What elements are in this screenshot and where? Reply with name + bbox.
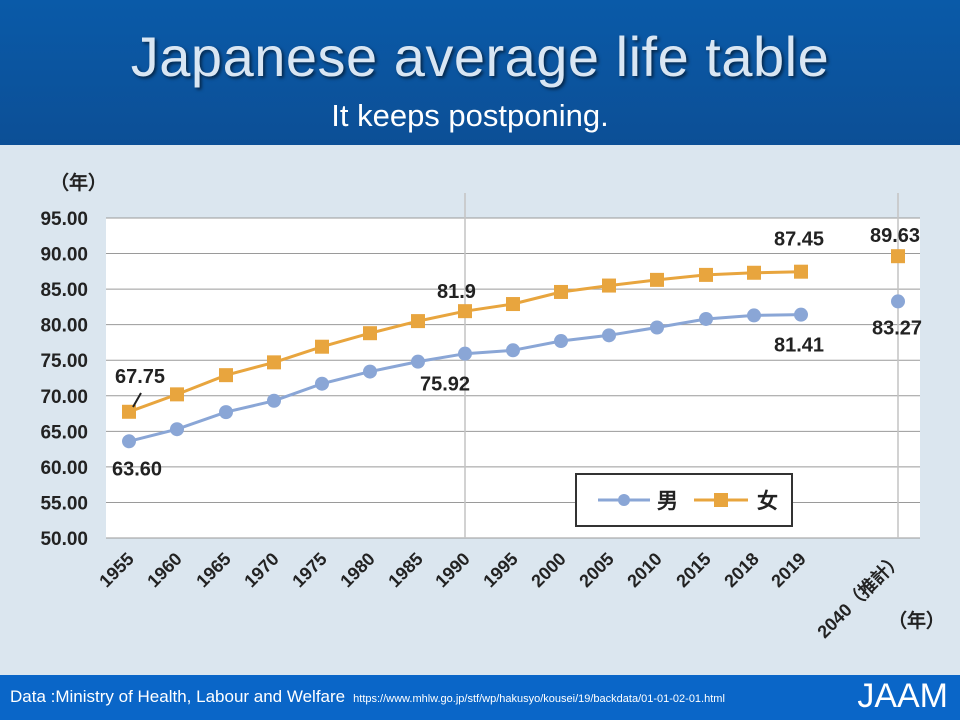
- data-label: 87.45: [774, 229, 824, 251]
- legend: 男 女: [575, 473, 793, 527]
- data-point: [891, 294, 905, 309]
- data-point: [219, 405, 233, 420]
- x-tick-label: 1960: [143, 549, 185, 591]
- y-tick-label: 85.00: [40, 280, 88, 301]
- data-point: [315, 376, 329, 391]
- x-tick-label: 1975: [288, 549, 330, 591]
- data-point: [602, 328, 616, 343]
- y-tick-label: 75.00: [40, 351, 88, 372]
- footer-bar: Data :Ministry of Health, Labour and Wel…: [0, 675, 960, 720]
- x-tick-label: 1995: [479, 549, 521, 591]
- data-point: [506, 343, 520, 358]
- data-point: [458, 346, 472, 361]
- data-point: [794, 307, 808, 322]
- data-point: [602, 278, 616, 293]
- data-point: [650, 272, 664, 287]
- legend-marker-male: [618, 494, 630, 506]
- y-tick-label: 55.00: [40, 493, 88, 514]
- data-point: [747, 265, 761, 280]
- data-label: 89.63: [870, 225, 920, 247]
- data-label: 81.41: [774, 335, 824, 357]
- data-point: [170, 387, 184, 402]
- y-tick-label: 50.00: [40, 529, 88, 550]
- x-tick-label: 1970: [240, 549, 282, 591]
- chart-area: 95.00 90.00 85.00 80.00 75.00 70.00 65.00 60.00…: [0, 145, 960, 675]
- data-label: 67.75: [115, 366, 165, 388]
- life-expectancy-chart: 95.00 90.00 85.00 80.00 75.00 70.00 65.00 60.00…: [40, 171, 945, 642]
- grid-lines: [106, 217, 920, 539]
- y-tick-label: 95.00: [40, 209, 88, 230]
- x-axis-unit-label: （年）: [888, 609, 945, 632]
- x-tick-label: 1965: [192, 549, 234, 591]
- data-point: [315, 339, 329, 354]
- data-point: [411, 314, 425, 329]
- data-point: [699, 311, 713, 326]
- data-label: 75.92: [420, 374, 470, 396]
- x-tick-label: 2010: [623, 549, 665, 591]
- data-point: [219, 368, 233, 383]
- y-tick-label: 60.00: [40, 458, 88, 479]
- data-point: [363, 364, 377, 379]
- x-tick-label: 1980: [336, 549, 378, 591]
- series-group: [122, 249, 905, 449]
- data-point: [122, 404, 136, 419]
- y-tick-label: 70.00: [40, 387, 88, 408]
- data-point: [363, 326, 377, 341]
- page-title: Japanese average life table: [130, 25, 830, 88]
- x-tick-label: 1985: [384, 549, 426, 591]
- data-source-text: Data :Ministry of Health, Labour and Wel…: [10, 687, 346, 706]
- data-point: [747, 308, 761, 323]
- data-label: 81.9: [437, 281, 476, 303]
- y-tick-label: 80.00: [40, 316, 88, 337]
- data-point: [650, 320, 664, 335]
- page-subtitle: It keeps postponing.: [331, 98, 609, 133]
- x-tick-label: 2000: [527, 549, 569, 591]
- header-banner: Japanese average life table It keeps pos…: [0, 0, 960, 145]
- x-tick-label: 2015: [672, 549, 714, 591]
- legend-label-female: 女: [757, 489, 778, 513]
- y-tick-label: 65.00: [40, 422, 88, 443]
- x-axis-ticks: 1955 1960 1965 1970 1975 1980 1985 1990 1995 2000…: [95, 548, 906, 642]
- data-point: [891, 249, 905, 264]
- annotation-leader-line: [132, 392, 142, 408]
- data-point: [554, 334, 568, 349]
- y-axis-ticks: 95.00 90.00 85.00 80.00 75.00 70.00 65.00 60.00…: [40, 209, 88, 550]
- x-tick-label: 2005: [575, 549, 617, 591]
- legend-marker-female: [714, 493, 728, 507]
- data-label: 83.27: [872, 317, 922, 339]
- data-point: [458, 304, 472, 319]
- data-point: [411, 354, 425, 369]
- data-point: [699, 267, 713, 282]
- legend-label-male: 男: [657, 490, 678, 513]
- data-label: 63.60: [112, 458, 162, 480]
- x-tick-label: 1990: [431, 549, 473, 591]
- x-tick-label: 1955: [95, 549, 137, 591]
- data-labels: 67.75 63.60 81.9 75.92 87.45 81.41 89.63 83.27: [112, 225, 922, 480]
- y-tick-label: 90.00: [40, 245, 88, 266]
- brand-logo-text: JAAM: [857, 677, 948, 715]
- data-point: [122, 434, 136, 449]
- data-point: [267, 355, 281, 370]
- data-point: [506, 297, 520, 312]
- y-axis-unit-label: （年）: [50, 171, 107, 194]
- data-source-url[interactable]: https://www.mhlw.go.jp/stf/wp/hakusyo/ko…: [353, 693, 725, 705]
- data-source: Data :Ministry of Health, Labour and Wel…: [10, 687, 725, 707]
- data-point: [554, 284, 568, 299]
- x-tick-label: 2018: [720, 549, 762, 591]
- x-tick-label: 2019: [767, 549, 809, 591]
- data-point: [170, 422, 184, 437]
- data-point: [267, 393, 281, 408]
- data-point: [794, 264, 808, 279]
